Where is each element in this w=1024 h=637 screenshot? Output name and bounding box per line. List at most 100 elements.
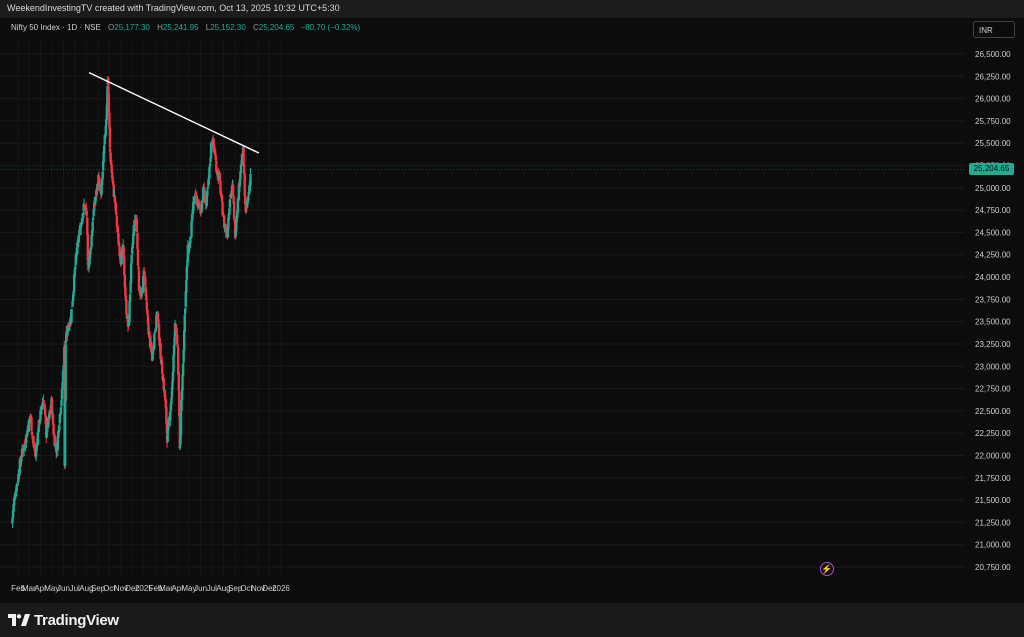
candle-body (189, 236, 193, 239)
candle-body (25, 434, 28, 444)
time-tick-label: Aug (216, 584, 230, 593)
time-tick-label: Oct (240, 584, 253, 593)
candle-body (50, 398, 54, 415)
candle-body (170, 387, 174, 398)
candle-body (244, 195, 247, 206)
candle-body (81, 212, 85, 219)
chart-area[interactable] (0, 18, 1024, 610)
candle-body (32, 441, 36, 449)
candle-body (200, 210, 203, 213)
candle-body (80, 217, 84, 225)
tradingview-logo[interactable]: TradingView (8, 611, 119, 629)
candle-body (176, 334, 179, 345)
time-tick-label: Sep (91, 584, 106, 593)
candle-body (36, 431, 40, 445)
candle-body (235, 222, 238, 232)
price-tick-label: 24,500.00 (975, 228, 1011, 237)
candle-body (139, 292, 142, 294)
candle-body (169, 411, 172, 421)
time-tick-label: Mar (159, 584, 173, 593)
candle-body (215, 169, 218, 173)
candle-body (86, 262, 90, 266)
candle-body (169, 403, 173, 411)
time-tick-label: May (181, 584, 196, 593)
candle-body (140, 294, 143, 297)
candle-body (61, 382, 64, 390)
price-tick-label: 25,000.00 (975, 184, 1011, 193)
candle-body (72, 274, 76, 292)
price-tick-label: 24,750.00 (975, 206, 1011, 215)
candle-body (204, 192, 207, 204)
candle-body (86, 217, 89, 236)
candle-body (229, 194, 232, 198)
candle-body (202, 187, 206, 194)
candle-body (191, 202, 195, 214)
time-tick-label: Sep (228, 584, 243, 593)
candle-body (37, 420, 41, 432)
price-tick-label: 22,000.00 (975, 451, 1011, 460)
low-value: 25,152.30 (210, 23, 246, 32)
candle-body (22, 444, 26, 451)
candle-body (40, 407, 44, 410)
candle-body (59, 413, 62, 416)
candle-body (157, 319, 160, 323)
candle-body (85, 210, 88, 216)
price-tick-label: 21,500.00 (975, 496, 1011, 505)
close-label: C (253, 23, 259, 32)
candle-body (176, 346, 179, 348)
time-tick-label: Nov (114, 584, 128, 593)
candle-body (124, 295, 128, 301)
candle-body (49, 409, 52, 411)
candle-body (160, 361, 164, 375)
candle-body (206, 190, 209, 197)
candle-body (159, 343, 162, 360)
candle-body (89, 248, 92, 253)
candle-body (149, 341, 153, 349)
candle-body (14, 490, 17, 497)
candle-body (95, 189, 98, 196)
candle-body (165, 407, 168, 425)
time-tick-label: Jul (207, 584, 217, 593)
candle-body (100, 178, 104, 185)
candle-body (71, 300, 74, 307)
candle-body (153, 332, 156, 334)
candle-body (42, 399, 45, 402)
candle-body (105, 119, 108, 126)
change-value: −80.70 (−0.32%) (300, 23, 361, 32)
time-tick-label: Oct (103, 584, 116, 593)
candle-body (179, 412, 183, 436)
time-tick-label: Aug (79, 584, 93, 593)
candle-body (181, 364, 185, 376)
candle-body (137, 266, 140, 270)
candle-body (106, 86, 109, 107)
candle-body (30, 431, 34, 436)
candle-body (185, 266, 189, 280)
candle-body (236, 198, 239, 213)
candle-body (22, 449, 25, 451)
candle-body (171, 380, 174, 390)
candle-body (192, 199, 196, 205)
candle-body (142, 275, 145, 293)
price-tick-label: 25,500.00 (975, 139, 1011, 148)
candle-body (162, 378, 165, 390)
candle-body (118, 246, 121, 257)
candle-body (195, 195, 198, 197)
time-tick-label: Dec (262, 584, 276, 593)
currency-button[interactable]: INR (973, 21, 1015, 38)
candle-body (112, 181, 115, 185)
candle-body (84, 206, 87, 209)
candle-body (205, 194, 208, 206)
candle-body (231, 185, 235, 195)
candle-body (189, 236, 192, 244)
candle-body (64, 344, 67, 402)
candle-body (70, 309, 73, 323)
resistance-trendline[interactable] (88, 71, 260, 154)
candle-body (231, 184, 234, 186)
candle-body (156, 313, 160, 318)
lightning-icon[interactable]: ⚡ (820, 562, 834, 576)
candle-body (104, 125, 108, 136)
candle-body (43, 408, 47, 416)
candle-body (180, 388, 184, 400)
candle-body (228, 199, 232, 208)
